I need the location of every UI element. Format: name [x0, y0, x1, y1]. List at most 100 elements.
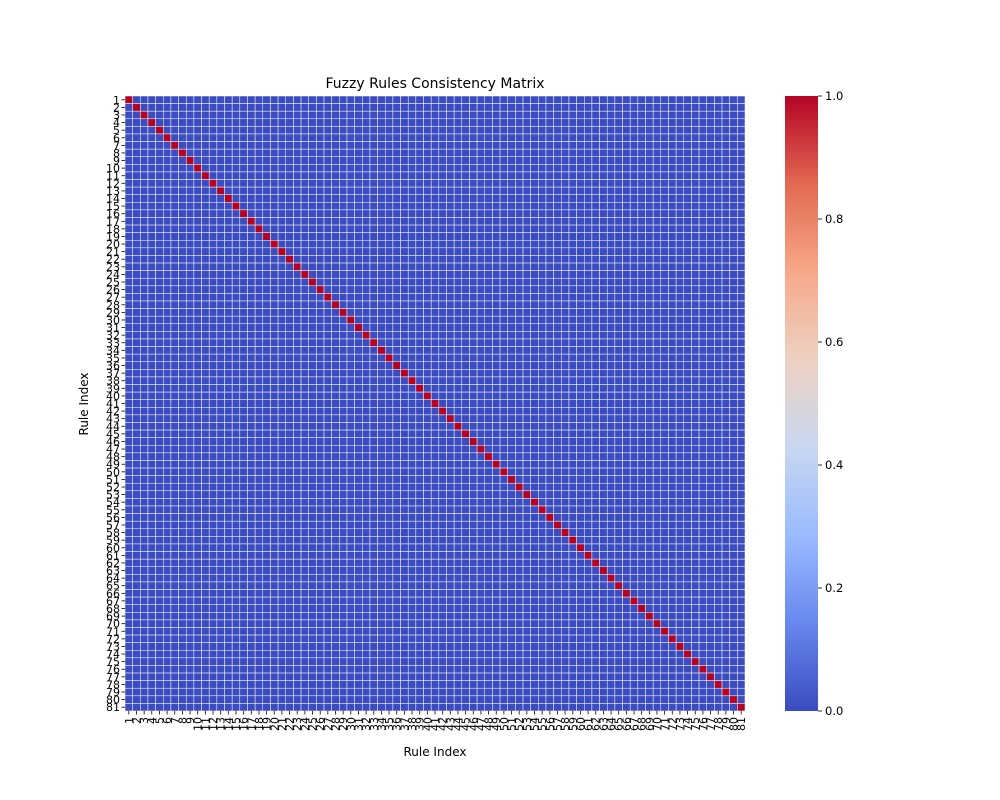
- heatmap-cell: [522, 156, 531, 165]
- heatmap-cell: [163, 270, 172, 279]
- heatmap-cell: [415, 452, 424, 461]
- heatmap-cell: [599, 300, 608, 309]
- heatmap-cell: [277, 323, 286, 332]
- heatmap-cell: [354, 285, 363, 294]
- heatmap-cell: [415, 293, 424, 302]
- heatmap-cell: [446, 118, 455, 127]
- heatmap-cell: [224, 156, 233, 165]
- heatmap-cell: [507, 95, 516, 104]
- heatmap-cell: [737, 376, 746, 385]
- heatmap-cell: [561, 369, 570, 378]
- heatmap-cell: [675, 141, 685, 150]
- heatmap-cell: [691, 369, 700, 378]
- heatmap-cell: [285, 490, 294, 499]
- heatmap-cell: [331, 490, 340, 499]
- heatmap-cell: [132, 323, 141, 332]
- heatmap-cell: [140, 551, 149, 560]
- heatmap-cell: [614, 498, 623, 507]
- heatmap-cell: [384, 308, 394, 317]
- heatmap-cell: [714, 126, 723, 135]
- heatmap-cell: [530, 293, 539, 302]
- heatmap-cell: [155, 460, 164, 469]
- heatmap-cell: [453, 513, 463, 522]
- heatmap-cell: [300, 300, 309, 309]
- heatmap-cell: [155, 376, 164, 385]
- heatmap-cell: [614, 118, 623, 127]
- heatmap-cell: [538, 126, 547, 135]
- heatmap-cell: [362, 126, 371, 135]
- heatmap-cell: [339, 156, 348, 165]
- heatmap-cell: [691, 536, 700, 545]
- heatmap-cell: [231, 308, 241, 317]
- heatmap-cell: [476, 353, 486, 362]
- heatmap-cell: [714, 346, 723, 355]
- heatmap-cell: [499, 186, 508, 195]
- heatmap-cell: [308, 391, 317, 400]
- heatmap-cell: [185, 498, 195, 507]
- heatmap-cell: [193, 536, 202, 545]
- heatmap-cell: [683, 95, 692, 104]
- heatmap-cell: [231, 475, 241, 484]
- heatmap-cell: [140, 445, 149, 454]
- heatmap-cell: [576, 255, 585, 264]
- heatmap-cell: [453, 520, 463, 530]
- heatmap-cell: [308, 513, 317, 522]
- heatmap-cell: [614, 536, 623, 545]
- heatmap-cell: [270, 452, 279, 461]
- heatmap-cell: [423, 520, 432, 530]
- heatmap-cell: [683, 247, 692, 256]
- heatmap-cell: [660, 505, 669, 514]
- heatmap-cell: [277, 369, 286, 378]
- heatmap-cell: [714, 505, 723, 514]
- heatmap-cell: [660, 141, 669, 150]
- heatmap-cell: [507, 490, 516, 499]
- heatmap-cell: [124, 429, 133, 438]
- heatmap-cell: [561, 186, 570, 195]
- heatmap-cell: [362, 186, 371, 195]
- heatmap-cell: [300, 361, 309, 370]
- heatmap-cell: [515, 255, 524, 264]
- heatmap-cell: [124, 414, 133, 423]
- heatmap-cell: [239, 399, 248, 408]
- heatmap-cell: [675, 103, 685, 112]
- heatmap-cell: [208, 384, 218, 393]
- heatmap-cell: [124, 482, 133, 492]
- heatmap-cell: [423, 482, 432, 492]
- heatmap-cell: [262, 437, 271, 446]
- heatmap-cell: [461, 475, 470, 484]
- heatmap-cell: [453, 460, 463, 469]
- heatmap-cell: [147, 95, 156, 104]
- heatmap-cell: [675, 376, 685, 385]
- heatmap-cell: [668, 217, 677, 226]
- heatmap-cell: [430, 558, 440, 567]
- heatmap-cell: [377, 247, 386, 256]
- heatmap-cell: [622, 467, 631, 476]
- heatmap-cell: [407, 148, 417, 157]
- heatmap-cell: [484, 460, 493, 469]
- heatmap-cell: [453, 338, 463, 347]
- heatmap-cell: [469, 353, 478, 362]
- heatmap-cell: [392, 202, 401, 211]
- heatmap-cell: [262, 414, 271, 423]
- heatmap-cell: [522, 445, 531, 454]
- heatmap-cell: [231, 315, 241, 325]
- heatmap-cell: [423, 300, 432, 309]
- heatmap-cell: [614, 353, 623, 362]
- heatmap-cell: [706, 277, 715, 287]
- heatmap-cell: [591, 141, 600, 150]
- heatmap-cell: [346, 429, 355, 438]
- heatmap-cell: [339, 558, 348, 567]
- heatmap-cell: [538, 270, 547, 279]
- heatmap-cell: [691, 407, 700, 416]
- heatmap-cell: [163, 437, 172, 446]
- heatmap-cell: [178, 217, 187, 226]
- heatmap-cell: [270, 141, 279, 150]
- heatmap-cell: [660, 209, 669, 218]
- heatmap-cell: [446, 240, 455, 249]
- heatmap-cell: [545, 498, 554, 507]
- heatmap-cell: [499, 520, 508, 530]
- heatmap-cell: [247, 255, 256, 264]
- heatmap-cell: [300, 376, 309, 385]
- heatmap-cell: [484, 543, 493, 552]
- heatmap-cell: [384, 353, 394, 362]
